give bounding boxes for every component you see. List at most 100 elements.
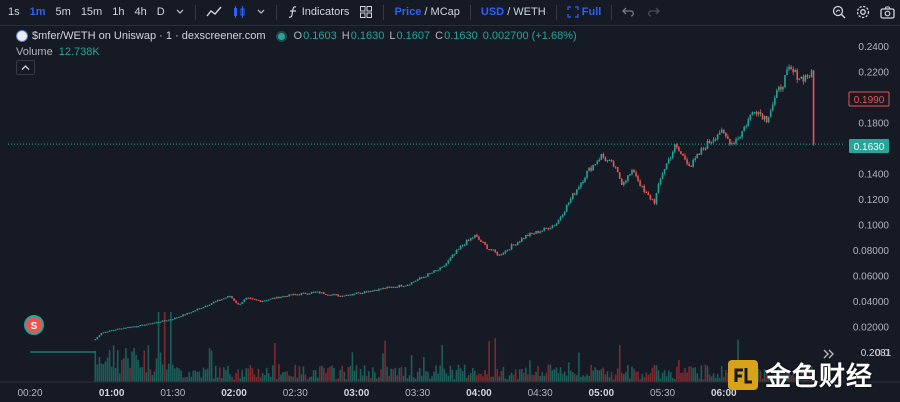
candle-body <box>645 191 648 193</box>
candle-body <box>455 250 458 254</box>
candle-body <box>300 293 303 295</box>
candle-body <box>347 294 350 296</box>
candle-body <box>600 154 603 160</box>
candle-body <box>433 270 435 273</box>
price-mcap-toggle[interactable]: Price / MCap <box>389 0 464 25</box>
candle-body <box>710 141 713 143</box>
candle-body <box>365 291 368 293</box>
volume-bar <box>518 369 521 382</box>
volume-bar <box>96 364 99 382</box>
volume-bar <box>492 376 495 382</box>
volume-bar <box>359 369 362 382</box>
volume-bar <box>423 357 425 382</box>
screenshot-button[interactable] <box>875 0 900 25</box>
candle-body <box>757 111 760 115</box>
volume-bar <box>194 370 197 382</box>
candle-body <box>794 70 797 73</box>
scroll-right-button[interactable] <box>820 346 836 362</box>
indicators-button[interactable]: Indicators <box>282 0 355 25</box>
volume-bar <box>274 342 276 382</box>
volume-bar <box>549 364 552 382</box>
interval-5m[interactable]: 5m <box>55 6 71 18</box>
volume-bar <box>325 373 327 382</box>
volume-bar <box>420 375 423 382</box>
volume-bar <box>108 349 111 382</box>
candle-body <box>773 97 776 105</box>
quick-search-button[interactable] <box>827 0 851 25</box>
sell-marker[interactable]: S <box>24 315 44 335</box>
candle-body <box>243 299 246 303</box>
chart-type-dropdown[interactable] <box>251 0 271 25</box>
interval-1s[interactable]: 1s <box>8 6 20 18</box>
volume-bar <box>627 364 629 382</box>
redo-button[interactable] <box>641 0 665 25</box>
volume-bar <box>100 363 103 382</box>
price-axis[interactable]: 0.24000.22000.20000.18000.16000.14000.12… <box>853 42 890 359</box>
candle-body <box>223 298 225 300</box>
low-value: 0.1607 <box>396 30 431 42</box>
volume-bar <box>606 371 609 382</box>
candle-body <box>308 293 311 295</box>
volume-bar <box>276 379 278 382</box>
candle-body <box>402 286 405 288</box>
candle-body <box>584 177 586 182</box>
volume-bar <box>453 379 456 382</box>
candles-button[interactable] <box>227 0 251 25</box>
volume-bar <box>533 374 535 382</box>
candle-body <box>771 104 774 111</box>
candle-body <box>151 323 154 325</box>
layout-button[interactable] <box>354 0 378 25</box>
volume-bar <box>567 362 570 382</box>
interval-dropdown[interactable] <box>170 0 190 25</box>
collapse-legend-button[interactable] <box>16 60 35 75</box>
volume-bar <box>804 373 807 382</box>
volume-bar <box>214 365 217 382</box>
y-tick-label: 0.2400 <box>858 42 889 53</box>
candle-body <box>361 293 364 295</box>
volume-bar <box>484 369 486 382</box>
candle-body <box>545 227 548 229</box>
volume-bar <box>667 370 670 382</box>
candle-body <box>231 295 233 299</box>
line-chart-button[interactable] <box>201 0 227 25</box>
candle-body <box>516 242 519 246</box>
fullscreen-button[interactable]: Full <box>562 0 607 25</box>
interval-1h[interactable]: 1h <box>112 6 125 18</box>
interval-1m[interactable]: 1m <box>29 6 46 18</box>
interval-4h[interactable]: 4h <box>134 6 147 18</box>
candle-body <box>551 225 554 228</box>
volume-bar <box>657 370 660 382</box>
volume-bar <box>247 368 250 382</box>
candle-body <box>531 232 533 234</box>
volume-bar <box>202 367 205 382</box>
candle-body <box>565 204 568 212</box>
y-tick-label: 0.04000 <box>853 297 890 308</box>
volume-bar <box>192 370 195 382</box>
volume-bar <box>227 365 229 382</box>
volume-bar <box>553 369 556 382</box>
candle-body <box>206 305 209 307</box>
candle-body <box>372 290 374 292</box>
interval-d[interactable]: D <box>156 6 165 18</box>
candle-body <box>649 195 652 200</box>
candle-body <box>488 249 490 251</box>
volume-bar <box>190 376 193 382</box>
candle-body <box>690 165 692 167</box>
settings-button[interactable] <box>851 0 875 25</box>
candle-body <box>304 292 307 294</box>
volume-bar <box>290 376 292 382</box>
line-chart-icon <box>206 6 222 17</box>
volume-bar <box>769 377 772 382</box>
candle-body <box>559 217 562 220</box>
volume-bar <box>137 360 139 382</box>
volume-bar <box>161 364 164 382</box>
candle-body <box>467 240 470 242</box>
candle-body <box>418 277 421 280</box>
undo-button[interactable] <box>617 0 641 25</box>
currency-toggle[interactable]: USD / WETH <box>476 0 551 25</box>
candle-body <box>245 297 248 300</box>
legend-row: $mfer/WETH on Uniswap · 1 · dexscreener.… <box>16 30 577 42</box>
interval-15m[interactable]: 15m <box>80 6 103 18</box>
volume-bar <box>551 370 554 382</box>
